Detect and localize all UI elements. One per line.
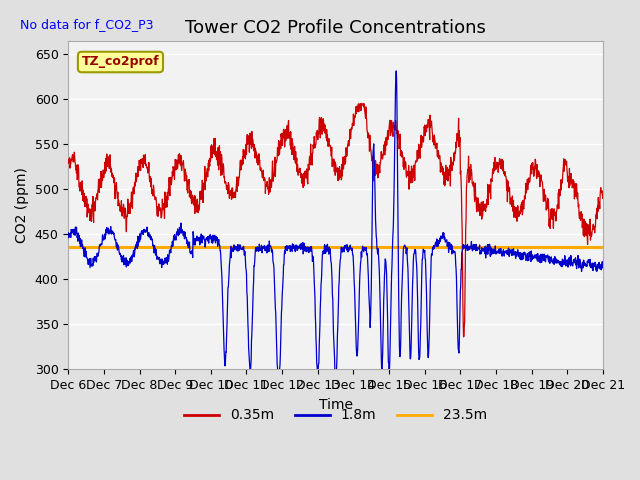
Title: Tower CO2 Profile Concentrations: Tower CO2 Profile Concentrations: [185, 19, 486, 36]
Y-axis label: CO2 (ppm): CO2 (ppm): [15, 167, 29, 243]
Text: No data for f_CO2_P3: No data for f_CO2_P3: [20, 18, 154, 31]
Text: TZ_co2prof: TZ_co2prof: [82, 56, 159, 69]
Legend: 0.35m, 1.8m, 23.5m: 0.35m, 1.8m, 23.5m: [179, 403, 493, 428]
X-axis label: Time: Time: [319, 397, 353, 411]
